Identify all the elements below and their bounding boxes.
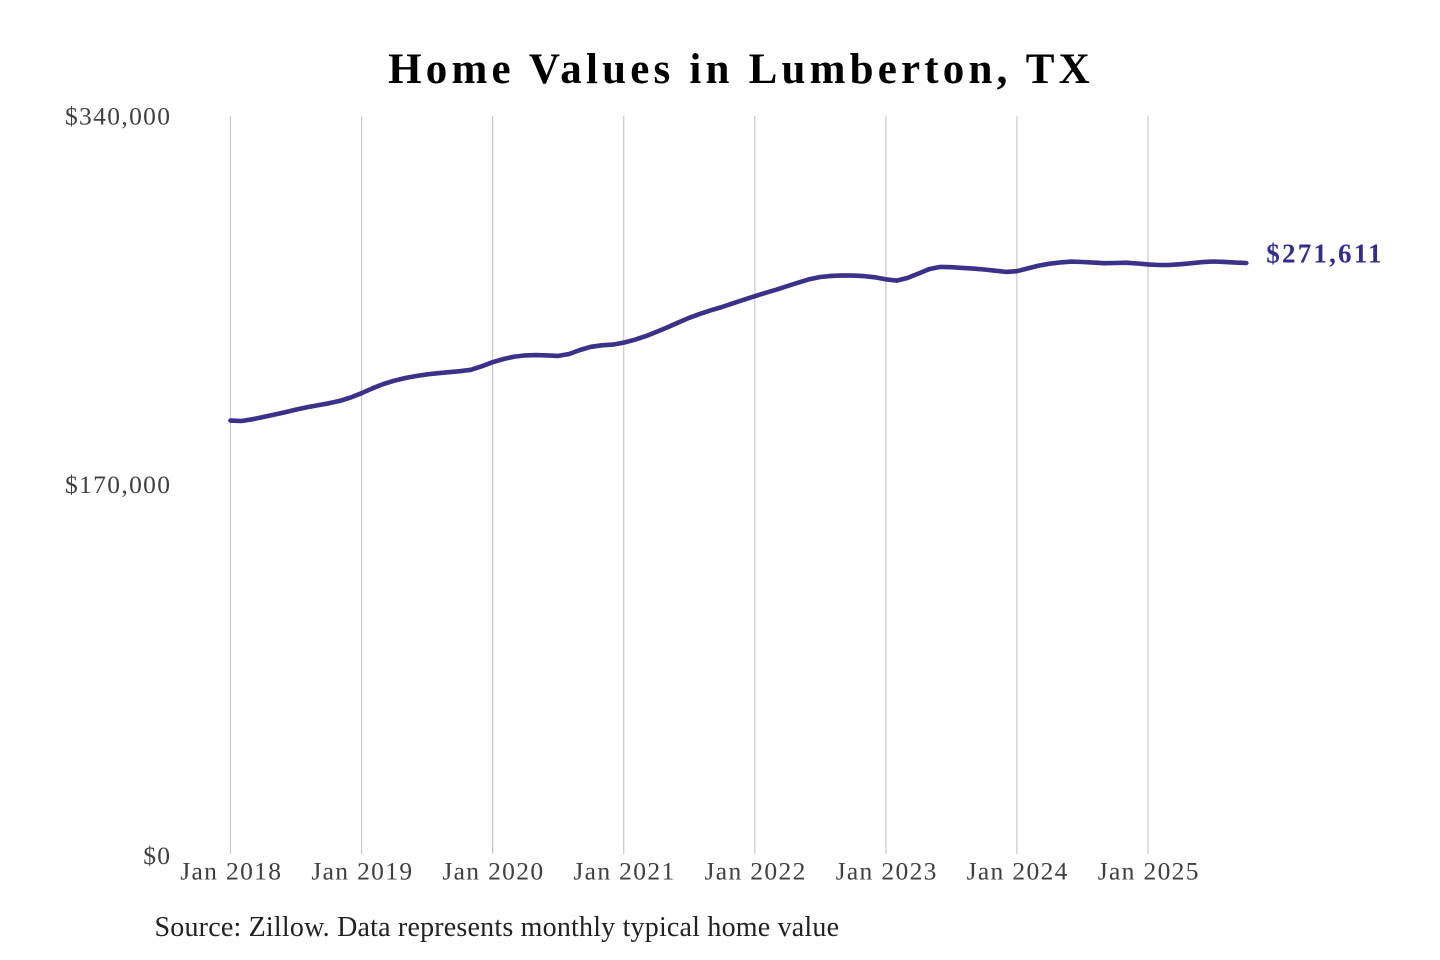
svg-text:Jan 2020: Jan 2020 [442, 857, 544, 886]
svg-text:Jan 2024: Jan 2024 [967, 857, 1069, 886]
svg-text:$0: $0 [143, 841, 171, 870]
svg-text:Home Values in Lumberton, TX: Home Values in Lumberton, TX [388, 46, 1094, 93]
svg-text:Jan 2022: Jan 2022 [705, 857, 807, 886]
svg-text:$340,000: $340,000 [65, 102, 171, 131]
svg-text:Jan 2023: Jan 2023 [836, 857, 938, 886]
svg-text:Jan 2021: Jan 2021 [573, 857, 675, 886]
svg-text:$170,000: $170,000 [65, 470, 171, 499]
svg-text:$271,611: $271,611 [1266, 239, 1383, 269]
svg-text:Jan 2025: Jan 2025 [1098, 857, 1200, 886]
svg-text:Source: Zillow. Data represent: Source: Zillow. Data represents monthly … [155, 912, 840, 943]
svg-text:Jan 2018: Jan 2018 [180, 857, 282, 886]
svg-text:Jan 2019: Jan 2019 [311, 857, 413, 886]
